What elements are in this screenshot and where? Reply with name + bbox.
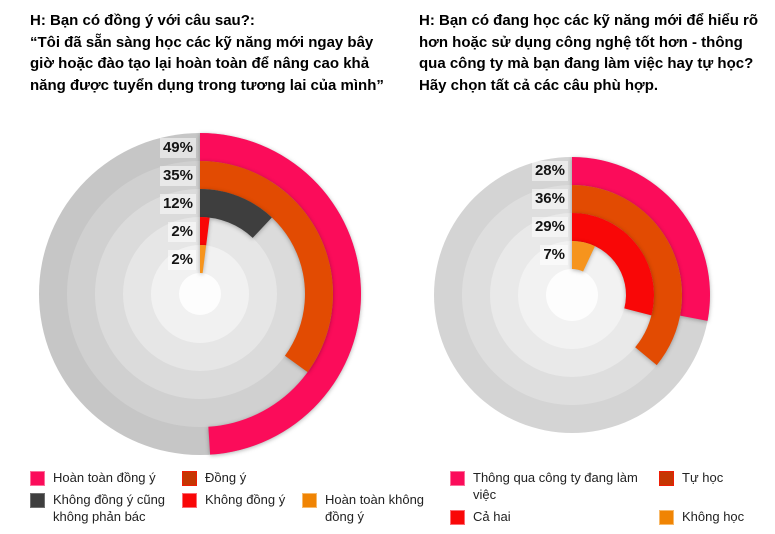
- legend-label: Tự học: [682, 470, 724, 485]
- left-chart-title: H: Bạn có đồng ý với câu sau?: “Tôi đã s…: [30, 10, 394, 96]
- legend-item-dong-y: Đồng ý: [182, 469, 302, 486]
- right-chart-title: H: Bạn có đang học các kỹ năng mới để hi…: [419, 10, 767, 96]
- legend-swatch-icon: [450, 510, 465, 525]
- left-percent-label-ring2: 35%: [120, 166, 196, 186]
- legend-label: Không đồng ý: [205, 492, 286, 507]
- agreement-radial-chart: [39, 133, 361, 455]
- legend-label: Hoàn toàn đồng ý: [53, 470, 156, 485]
- right-chart-legend: Thông qua công ty đang làm việc Tự học C…: [450, 469, 770, 525]
- legend-item-tu-hoc: Tự học: [659, 469, 770, 503]
- legend-swatch-icon: [659, 471, 674, 486]
- legend-swatch-icon: [302, 493, 317, 508]
- legend-label: Không học: [682, 509, 745, 524]
- legend-swatch-icon: [182, 471, 197, 486]
- legend-label: Thông qua công ty đang làm việc: [473, 470, 638, 502]
- legend-item-hoan-toan-khong-dong-y: Hoàn toàn không đồng ý: [302, 491, 430, 525]
- legend-label: Không đồng ý cũng không phản bác: [53, 492, 166, 524]
- legend-label: Đồng ý: [205, 470, 247, 485]
- right-percent-label-ring2: 36%: [492, 189, 568, 209]
- left-statement-text: “Tôi đã sẵn sàng học các kỹ năng mới nga…: [30, 33, 384, 94]
- legend-swatch-icon: [659, 510, 674, 525]
- left-percent-label-ring4: 2%: [120, 222, 196, 242]
- left-percent-label-ring3: 12%: [120, 194, 196, 214]
- legend-swatch-icon: [30, 493, 45, 508]
- left-percent-label-ring1: 49%: [120, 138, 196, 158]
- legend-item-khong-dong-y-cung-khong-phan-bac: Không đồng ý cũng không phản bác: [30, 491, 182, 525]
- legend-label: Hoàn toàn không đồng ý: [325, 492, 425, 524]
- right-percent-label-ring1: 28%: [492, 161, 568, 181]
- legend-swatch-icon: [30, 471, 45, 486]
- right-question-text: H: Bạn có đang học các kỹ năng mới để hi…: [419, 12, 759, 94]
- legend-label: Cả hai: [473, 509, 511, 524]
- legend-item-khong-hoc: Không học: [659, 508, 770, 525]
- legend-swatch-icon: [450, 471, 465, 486]
- left-percent-label-ring5: 2%: [120, 250, 196, 270]
- legend-swatch-icon: [182, 493, 197, 508]
- learning-method-radial-chart: [434, 157, 710, 433]
- legend-item-ca-hai: Cả hai: [450, 508, 659, 525]
- left-chart-legend: Hoàn toàn đồng ý Đồng ý Không đồng ý cũn…: [30, 469, 430, 525]
- legend-item-thong-qua-cong-ty: Thông qua công ty đang làm việc: [450, 469, 659, 503]
- right-percent-label-ring3: 29%: [492, 217, 568, 237]
- left-question-text: H: Bạn có đồng ý với câu sau?:: [30, 12, 255, 29]
- legend-item-khong-dong-y: Không đồng ý: [182, 491, 302, 525]
- right-percent-label-ring4: 7%: [492, 245, 568, 265]
- legend-item-hoan-toan-dong-y: Hoàn toàn đồng ý: [30, 469, 182, 486]
